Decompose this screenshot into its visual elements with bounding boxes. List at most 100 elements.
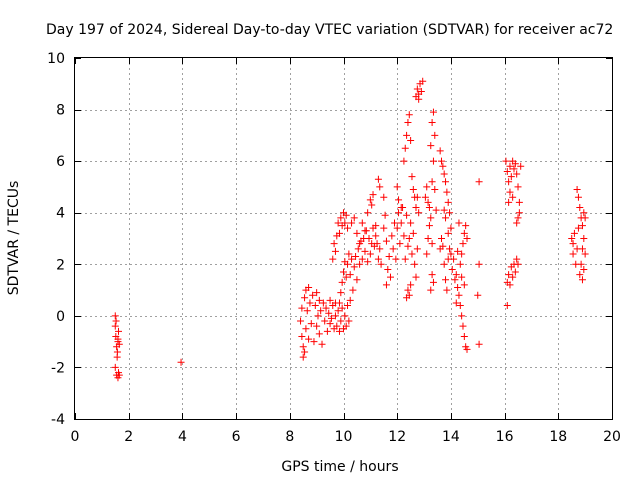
data-point	[581, 250, 589, 258]
data-point	[297, 317, 305, 325]
data-point	[463, 235, 471, 242]
x-tick-label: 4	[178, 429, 187, 445]
data-point	[361, 247, 369, 255]
data-point	[412, 204, 420, 212]
data-point	[329, 255, 337, 263]
data-point	[443, 188, 451, 196]
data-point	[369, 191, 377, 199]
y-tick-label: 10	[47, 51, 65, 67]
data-point	[447, 224, 455, 232]
data-point	[366, 196, 374, 204]
data-point	[412, 273, 420, 281]
data-point	[511, 268, 519, 276]
data-point	[580, 209, 588, 217]
data-point	[306, 299, 314, 307]
x-tick-label: 6	[232, 429, 241, 445]
data-point	[374, 175, 382, 183]
data-point	[475, 178, 483, 186]
data-point	[305, 335, 313, 343]
data-point	[448, 265, 456, 273]
data-point	[432, 206, 440, 214]
data-point	[298, 332, 306, 340]
data-point	[578, 222, 586, 230]
data-point	[436, 147, 444, 155]
data-point	[514, 260, 522, 268]
data-point	[427, 214, 435, 222]
y-tick-label: 0	[56, 309, 65, 325]
data-point	[581, 214, 589, 222]
data-point	[514, 183, 522, 191]
data-point	[425, 204, 433, 212]
data-point	[454, 283, 462, 291]
data-point	[337, 289, 345, 297]
data-point	[326, 320, 334, 328]
data-point	[305, 283, 313, 291]
data-point	[344, 224, 352, 232]
data-point	[376, 183, 384, 191]
data-point	[325, 309, 333, 317]
data-point	[397, 204, 405, 212]
data-point	[114, 327, 122, 335]
data-point	[451, 276, 459, 284]
data-point	[340, 268, 347, 276]
chart-title: Day 197 of 2024, Sidereal Day-to-day VTE…	[46, 22, 613, 38]
data-point	[392, 255, 400, 263]
data-point	[407, 137, 415, 145]
data-point	[578, 276, 586, 284]
data-point	[314, 312, 322, 320]
data-point	[428, 271, 436, 279]
data-point	[301, 294, 309, 302]
data-point	[429, 278, 437, 286]
data-point	[403, 131, 411, 139]
data-point	[415, 209, 423, 217]
data-point	[364, 258, 372, 266]
data-point	[346, 296, 354, 304]
data-point	[463, 345, 471, 353]
data-point	[401, 144, 409, 152]
data-point	[335, 299, 343, 307]
data-point	[303, 307, 311, 315]
data-point	[315, 330, 323, 338]
data-point	[428, 178, 436, 186]
data-point	[177, 358, 185, 366]
data-point	[358, 255, 366, 263]
data-point	[455, 291, 463, 299]
data-point	[353, 229, 361, 237]
data-point	[299, 343, 307, 351]
data-point	[515, 198, 523, 206]
data-point	[443, 286, 451, 294]
data-point	[400, 232, 408, 240]
data-point	[423, 183, 431, 191]
data-point	[440, 260, 448, 268]
data-point	[456, 260, 464, 268]
data-point	[450, 255, 458, 263]
data-point	[373, 240, 381, 248]
data-point	[569, 250, 577, 258]
data-point	[350, 263, 358, 271]
data-point	[374, 255, 382, 263]
data-point	[462, 222, 470, 230]
data-point	[384, 265, 392, 273]
data-point	[356, 240, 364, 248]
data-point	[506, 162, 514, 170]
data-point	[405, 235, 413, 242]
data-point	[405, 291, 413, 299]
data-point	[395, 196, 403, 204]
data-point	[475, 340, 483, 348]
data-point	[577, 260, 585, 268]
axis-ticks	[75, 58, 613, 420]
data-point	[404, 286, 412, 294]
data-point	[444, 229, 452, 237]
data-point	[442, 214, 450, 222]
y-tick-label: 8	[56, 103, 65, 119]
data-point	[580, 235, 588, 242]
data-point	[513, 170, 521, 178]
data-point	[427, 142, 435, 150]
data-point	[364, 209, 372, 217]
data-point	[431, 186, 439, 194]
data-point	[315, 296, 323, 304]
data-point	[408, 250, 416, 258]
data-point	[511, 160, 519, 168]
data-point	[358, 219, 366, 227]
data-point	[335, 327, 343, 335]
